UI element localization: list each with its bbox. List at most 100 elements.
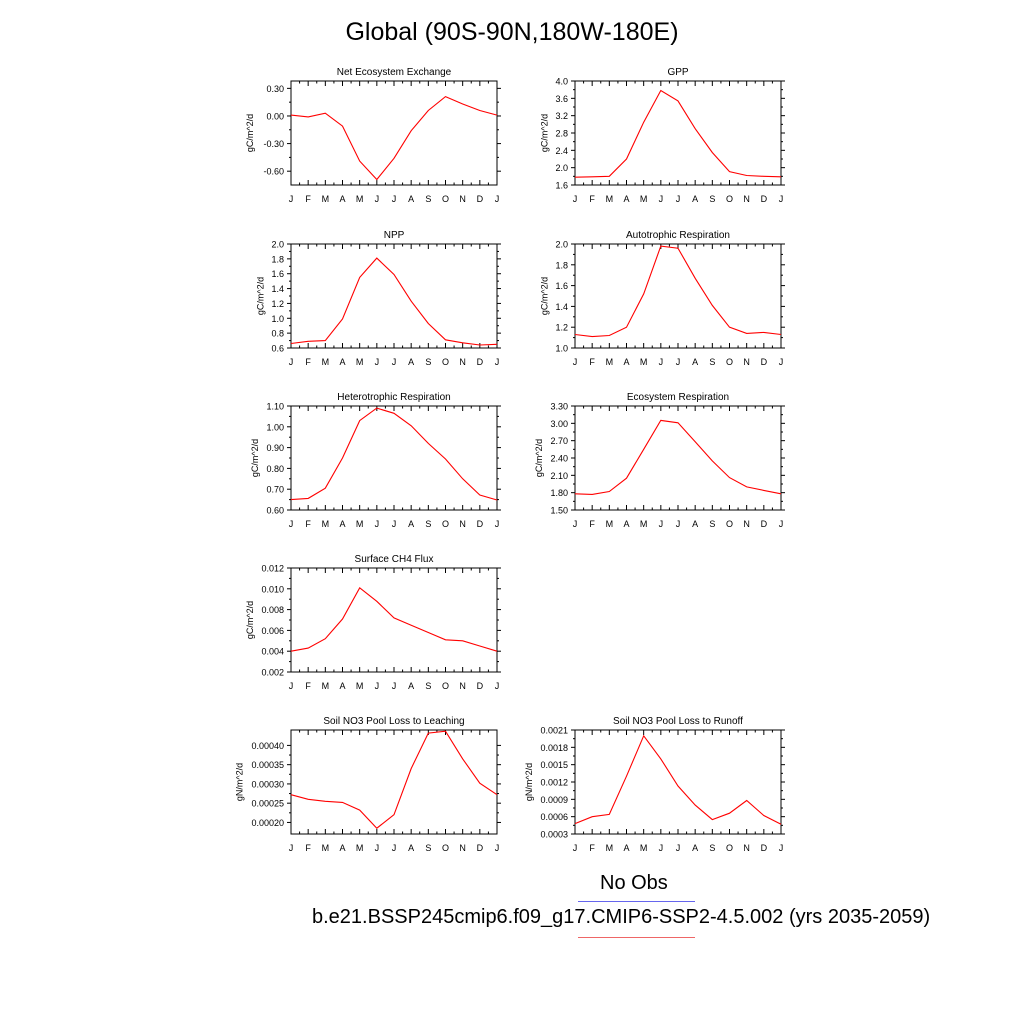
y-tick-label: 1.0	[271, 314, 284, 324]
x-tick-label: D	[761, 519, 768, 529]
x-tick-label: A	[408, 357, 414, 367]
x-tick-label: M	[356, 357, 364, 367]
y-axis-label: gN/m^2/d	[524, 763, 534, 801]
x-tick-label: J	[289, 357, 294, 367]
panel-surface-ch4-flux: J F M A M J J A S O N D J0.0020.0040.0060.0080.0100.…	[245, 554, 501, 691]
x-tick-label: A	[692, 357, 698, 367]
x-tick-label: J	[392, 681, 397, 691]
x-tick-label: D	[761, 357, 768, 367]
x-tick-label: S	[709, 357, 715, 367]
y-tick-label: 2.4	[555, 146, 568, 156]
x-tick-label: J	[392, 843, 397, 853]
x-tick-label: O	[442, 843, 449, 853]
panel-title: GPP	[667, 67, 688, 78]
y-axis-label: gC/m^2/d	[255, 277, 265, 315]
panel-title: Soil NO3 Pool Loss to Leaching	[323, 716, 464, 727]
x-tick-label: J	[392, 519, 397, 529]
legend-model-line	[578, 937, 695, 938]
x-tick-label: J	[659, 519, 664, 529]
x-tick-label: F	[589, 843, 595, 853]
y-tick-label: 0.00040	[251, 741, 284, 751]
x-tick-label: A	[623, 194, 629, 204]
y-tick-label: 1.0	[555, 344, 568, 354]
x-tick-label: J	[676, 357, 681, 367]
y-tick-label: 0.0021	[540, 726, 568, 736]
x-tick-label: M	[322, 357, 330, 367]
x-tick-label: A	[408, 519, 414, 529]
x-tick-label: A	[408, 681, 414, 691]
y-tick-label: 1.6	[555, 181, 568, 191]
panel-gpp: J F M A M J J A S O N D J1.62.02.42.83.23.64.0GPPgC/…	[539, 67, 785, 204]
x-tick-label: J	[495, 357, 500, 367]
x-tick-label: A	[339, 194, 345, 204]
series-line	[574, 419, 782, 495]
y-tick-label: 0.008	[261, 605, 284, 615]
y-tick-label: 0.8	[271, 329, 284, 339]
x-tick-label: J	[573, 357, 578, 367]
x-tick-label: N	[743, 357, 750, 367]
x-tick-label: M	[356, 681, 364, 691]
x-tick-label: M	[322, 843, 330, 853]
x-tick-label: J	[375, 681, 380, 691]
x-tick-label: M	[640, 194, 648, 204]
y-tick-label: 1.8	[555, 260, 568, 270]
x-tick-label: J	[392, 357, 397, 367]
panel-ecosystem-respiration: J F M A M J J A S O N D J1.501.802.102.402.703.003.3…	[534, 392, 785, 529]
y-tick-label: 0.006	[261, 626, 284, 636]
x-tick-label: O	[442, 681, 449, 691]
x-tick-label: O	[442, 519, 449, 529]
x-tick-label: J	[779, 843, 784, 853]
x-tick-label: M	[356, 843, 364, 853]
plot-frame	[574, 405, 782, 511]
y-axis-label: gC/m^2/d	[245, 601, 255, 639]
y-tick-label: 1.4	[555, 302, 568, 312]
x-tick-label: J	[779, 357, 784, 367]
x-tick-label: N	[743, 194, 750, 204]
x-tick-label: J	[573, 843, 578, 853]
x-tick-label: J	[289, 519, 294, 529]
x-tick-label: A	[692, 519, 698, 529]
x-tick-label: M	[322, 681, 330, 691]
panel-title: Soil NO3 Pool Loss to Runoff	[613, 716, 743, 727]
y-tick-label: 0.00030	[251, 779, 284, 789]
x-tick-label: M	[640, 357, 648, 367]
x-tick-label: J	[573, 519, 578, 529]
panel-soil-no3-pool-loss-to-runoff: J F M A M J J A S O N D J0.00030.00060.00090.00120.0…	[524, 716, 785, 853]
x-tick-label: J	[495, 843, 500, 853]
y-tick-label: 3.00	[550, 419, 568, 429]
y-tick-label: 4.0	[555, 77, 568, 87]
x-tick-label: J	[659, 357, 664, 367]
x-tick-label: O	[442, 194, 449, 204]
x-tick-label: J	[495, 681, 500, 691]
plot-frame	[290, 80, 498, 186]
y-tick-label: 0.90	[266, 443, 284, 453]
x-tick-label: J	[573, 194, 578, 204]
y-tick-label: 0.80	[266, 464, 284, 474]
x-tick-label: A	[339, 681, 345, 691]
y-tick-label: 1.80	[550, 488, 568, 498]
panel-heterotrophic-respiration: J F M A M J J A S O N D J0.600.700.800.901.001.10Het…	[250, 392, 501, 529]
panel-title: NPP	[384, 230, 405, 241]
y-tick-label: 2.0	[271, 240, 284, 250]
x-tick-label: D	[477, 194, 484, 204]
x-tick-label: M	[606, 194, 614, 204]
y-tick-label: 0.6	[271, 344, 284, 354]
x-tick-label: J	[289, 681, 294, 691]
x-tick-label: J	[676, 194, 681, 204]
x-tick-label: N	[459, 843, 466, 853]
y-tick-label: 1.2	[555, 323, 568, 333]
y-tick-label: 2.0	[555, 240, 568, 250]
plot-frame	[290, 567, 498, 673]
x-tick-label: F	[589, 519, 595, 529]
plot-frame	[574, 80, 782, 186]
x-tick-label: M	[356, 194, 364, 204]
panel-npp: J F M A M J J A S O N D J0.60.81.01.21.41.61.82.0NPP…	[255, 230, 501, 367]
x-tick-label: A	[408, 843, 414, 853]
y-tick-label: 3.30	[550, 402, 568, 412]
y-tick-label: 1.6	[555, 281, 568, 291]
plot-frame	[290, 729, 498, 835]
x-tick-label: J	[375, 194, 380, 204]
x-tick-label: O	[726, 519, 733, 529]
series-line	[290, 95, 498, 181]
x-tick-label: J	[676, 519, 681, 529]
